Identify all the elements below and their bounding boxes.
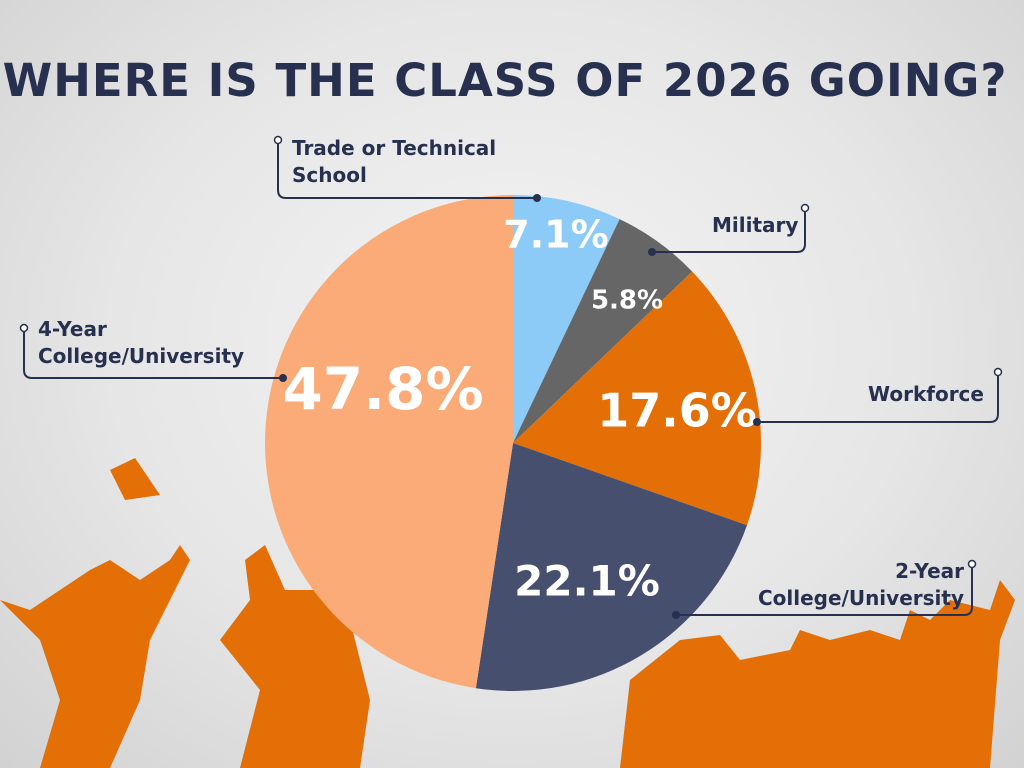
chart-title: WHERE IS THE CLASS OF 2026 GOING?	[3, 54, 1008, 107]
pie-slice	[513, 271, 761, 526]
pie-slice	[513, 195, 620, 443]
category-label: 4-Year College/University	[38, 317, 245, 368]
pie-slice	[513, 219, 693, 443]
pie: 7.1% 5.8% 17.6% 22.1% 47.8%	[265, 195, 761, 691]
value-label: 22.1%	[514, 557, 660, 606]
value-label: 7.1%	[503, 213, 608, 257]
pie-slice	[265, 195, 513, 689]
value-label: 17.6%	[597, 384, 757, 438]
category-label: Trade or Technical School	[292, 136, 497, 187]
pie-slice	[475, 443, 747, 691]
value-label: 47.8%	[282, 355, 483, 423]
category-label: Workforce	[868, 382, 984, 406]
category-label: Military	[712, 213, 799, 237]
category-label: 2-Year College/University	[757, 559, 964, 610]
value-label: 5.8%	[591, 286, 663, 316]
leader-lines	[19, 135, 1003, 619]
graduate-silhouettes	[0, 458, 1015, 768]
